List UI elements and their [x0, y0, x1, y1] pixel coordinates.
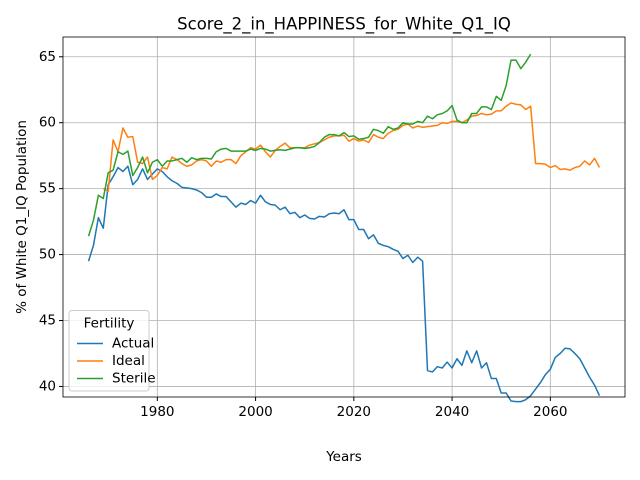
line-series [87, 53, 532, 237]
legend-label: Actual [112, 336, 154, 352]
x-axis-label: Years [325, 449, 362, 465]
legend-label: Ideal [112, 353, 145, 369]
x-tick-label: 2060 [533, 404, 567, 420]
chart-title: Score_2_in_HAPPINESS_for_White_Q1_IQ [177, 15, 511, 35]
y-tick-label: 45 [39, 313, 56, 329]
x-tick-label: 2020 [337, 404, 371, 420]
legend-title: Fertility [84, 316, 135, 332]
y-tick-label: 40 [39, 378, 56, 394]
legend-box [68, 310, 150, 392]
x-tick-label: 2040 [435, 404, 469, 420]
line-series [87, 165, 601, 403]
y-tick-label: 60 [39, 115, 56, 131]
x-tick-label: 2000 [238, 404, 272, 420]
y-axis-label: % of White Q1_IQ Population [14, 120, 30, 314]
y-tick-label: 50 [39, 247, 56, 263]
y-tick-label: 55 [39, 181, 56, 197]
line-series [102, 102, 601, 193]
y-tick-label: 65 [39, 49, 56, 65]
x-tick-label: 1980 [140, 404, 174, 420]
plot-frame [62, 36, 626, 398]
legend-label: Sterile [112, 371, 156, 387]
